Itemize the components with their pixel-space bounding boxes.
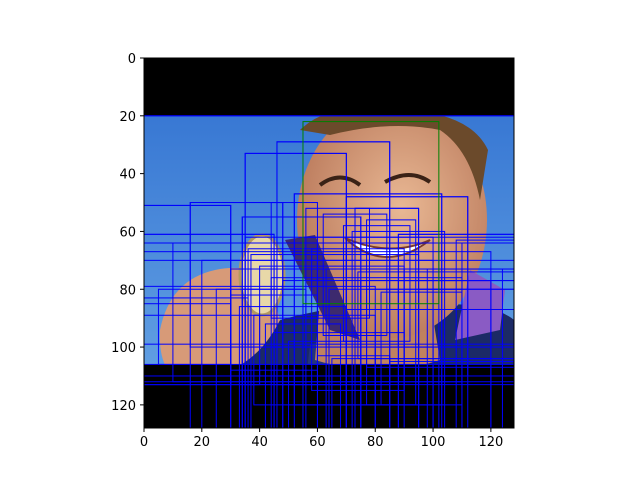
- y-tick-label: 80: [119, 283, 136, 298]
- y-tick-label: 40: [119, 168, 136, 183]
- x-tick-label: 60: [309, 435, 326, 450]
- hair: [300, 107, 488, 200]
- detection-box: [455, 239, 514, 428]
- detection-box: [322, 213, 388, 336]
- detection-box: [144, 343, 514, 428]
- detection-box: [342, 225, 411, 342]
- detection-box: [144, 115, 514, 428]
- y-tick-label: 0: [128, 52, 136, 67]
- x-tick-label: 80: [367, 435, 384, 450]
- detection-box: [270, 202, 318, 319]
- detection-box: [264, 323, 342, 428]
- x-axis: 0 20 40 60 80 100 120: [140, 428, 503, 450]
- y-tick-label: 100: [111, 341, 136, 356]
- detection-box: [438, 242, 514, 428]
- y-axis: 0 20 40 60 80 100 120: [111, 52, 144, 414]
- detection-box: [241, 288, 307, 428]
- x-tick-label: 20: [194, 435, 211, 450]
- detection-box: [351, 230, 446, 428]
- detection-box: [426, 268, 503, 428]
- detection-box: [293, 193, 443, 428]
- axes-frame: [143, 57, 515, 429]
- y-tick-label: 120: [111, 399, 136, 414]
- x-tick-label: 120: [478, 435, 503, 450]
- detection-box: [144, 233, 275, 377]
- detection-box: [238, 306, 347, 428]
- detection-box: [374, 346, 463, 428]
- detection-box: [144, 297, 249, 428]
- bounding-boxes: [144, 58, 514, 428]
- left-eye: [318, 175, 362, 187]
- x-tick-label: 40: [251, 435, 268, 450]
- x-tick-label: 0: [140, 435, 148, 450]
- y-tick-label: 20: [119, 110, 136, 125]
- detection-box: [144, 381, 514, 428]
- detection-box: [331, 358, 514, 428]
- detection-box: [302, 346, 434, 428]
- detection-box: [144, 314, 261, 386]
- detection-box: [389, 361, 514, 428]
- top-letterbox-band: [144, 58, 514, 116]
- ribbon-left: [285, 235, 360, 340]
- detection-box: [305, 207, 370, 319]
- y-tick-label: 60: [119, 225, 136, 240]
- right-eye: [384, 173, 432, 184]
- x-tick-label: 100: [421, 435, 446, 450]
- detection-box: [144, 363, 514, 428]
- detection-box: [288, 340, 362, 428]
- detection-box: [273, 332, 405, 428]
- highlight-box: [302, 121, 440, 305]
